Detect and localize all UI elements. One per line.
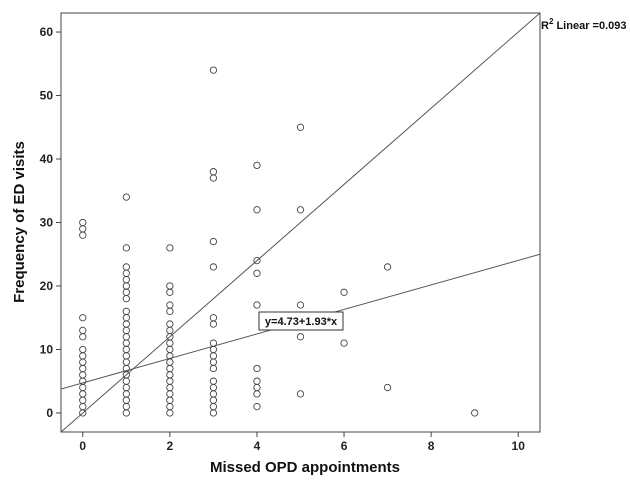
scatter-point <box>253 206 261 214</box>
x-tick-label: 10 <box>512 439 526 453</box>
scatter-point <box>209 377 218 385</box>
scatter-point <box>296 206 305 214</box>
scatter-point <box>122 307 130 316</box>
scatter-point <box>79 345 87 354</box>
y-tick-label: 40 <box>40 152 54 166</box>
r-squared-suffix: Linear =0.093 <box>553 20 626 32</box>
x-tick-label: 2 <box>167 439 174 453</box>
scatter-point <box>122 244 130 252</box>
y-tick-label: 10 <box>40 342 54 356</box>
scatter-point <box>166 301 174 309</box>
y-tick-label: 60 <box>40 25 54 39</box>
scatter-point <box>253 161 261 170</box>
scatter-point <box>383 383 392 392</box>
scatter-point <box>296 333 305 341</box>
y-tick-label: 50 <box>40 89 54 103</box>
x-axis: 0 2 4 6 8 10 <box>79 432 525 453</box>
scatter-point <box>296 390 305 398</box>
scatter-point <box>471 409 479 417</box>
x-tick-label: 4 <box>254 439 261 453</box>
scatter-point <box>166 320 174 328</box>
scatter-point <box>79 326 87 335</box>
equation-label: y=4.73+1.93*x <box>265 316 338 328</box>
scatter-point <box>253 364 261 373</box>
scatter-point <box>209 339 218 347</box>
scatter-point <box>209 263 218 271</box>
scatter-point <box>253 402 261 411</box>
scatter-point <box>122 193 130 201</box>
scatter-point <box>79 218 87 227</box>
scatter-point <box>253 377 261 385</box>
scatter-point <box>209 66 218 74</box>
r-squared-superscript: 2 <box>549 17 554 26</box>
y-tick-label: 30 <box>40 216 54 230</box>
scatter-point <box>340 339 348 347</box>
scatter-point <box>209 237 218 246</box>
y-tick-label: 0 <box>46 406 53 420</box>
scatter-point <box>209 314 218 322</box>
x-tick-label: 6 <box>341 439 348 453</box>
x-tick-label: 0 <box>79 439 86 453</box>
scatter-point <box>383 263 392 271</box>
reference-line <box>61 13 540 432</box>
y-axis-title: Frequency of ED visits <box>11 141 28 303</box>
scatter-point <box>296 301 305 309</box>
r-squared-prefix: R <box>541 20 549 32</box>
scatter-points <box>79 66 479 417</box>
y-axis: 0 10 20 30 40 50 60 <box>40 25 61 420</box>
scatter-point <box>122 263 130 271</box>
scatter-point <box>166 282 174 290</box>
scatter-point <box>209 168 218 176</box>
scatter-point <box>253 269 261 277</box>
scatter-point <box>340 288 348 296</box>
scatter-point <box>253 301 261 309</box>
r-squared-label: R2 Linear =0.093 <box>541 17 626 32</box>
x-axis-title: Missed OPD appointments <box>210 459 400 476</box>
scatter-point <box>296 123 305 131</box>
scatter-point <box>79 314 87 322</box>
scatter-point <box>166 244 174 252</box>
equation-box <box>258 311 344 331</box>
y-tick-label: 20 <box>40 279 54 293</box>
x-tick-label: 8 <box>428 439 435 453</box>
scatter-point <box>253 256 261 265</box>
